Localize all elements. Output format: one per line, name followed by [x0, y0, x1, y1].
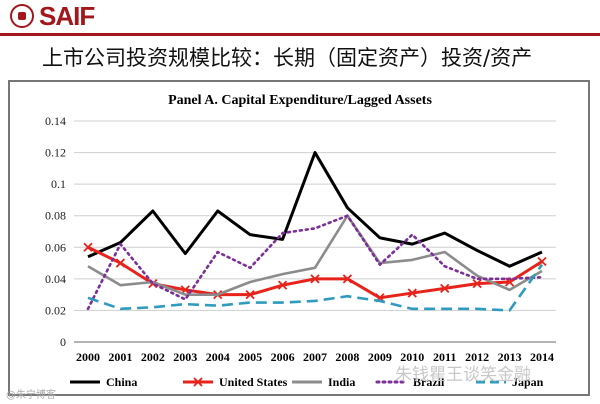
- x-tick-label: 2011: [433, 350, 456, 364]
- x-tick-label: 2010: [400, 350, 424, 364]
- x-tick-label: 2000: [76, 350, 100, 364]
- y-tick-label: 0.06: [45, 240, 66, 254]
- legend-label: China: [106, 375, 137, 389]
- series-line-brazil: [86, 214, 544, 311]
- legend-marker: [193, 377, 203, 387]
- chart-frame: [8, 80, 590, 396]
- x-tick-label: 2008: [335, 350, 359, 364]
- data-point-marker: [115, 258, 126, 268]
- y-tick-label: 0.04: [45, 272, 66, 286]
- logo-text: SAIF: [39, 1, 95, 31]
- legend-label: India: [328, 375, 355, 389]
- data-point-marker: [537, 256, 547, 267]
- x-tick-label: 2012: [465, 350, 489, 364]
- watermark-right: 朱钱瞿王谈笑金融: [395, 365, 531, 385]
- y-tick-label: 0.14: [45, 114, 66, 128]
- data-point-marker: [472, 278, 482, 289]
- chart-title: Panel A. Capital Expenditure/Lagged Asse…: [168, 93, 432, 108]
- slide-title: 上市公司投资规模比较：长期（固定资产）投资/资产: [42, 46, 533, 70]
- x-tick-label: 2004: [206, 350, 230, 364]
- series-line-india: [87, 214, 543, 296]
- data-point-marker: [504, 277, 515, 287]
- x-tick-label: 2007: [303, 350, 327, 364]
- data-point-marker: [407, 288, 417, 298]
- y-tick-label: 0.02: [45, 303, 66, 317]
- x-tick-label: 2005: [238, 350, 262, 364]
- x-tick-label: 2002: [141, 350, 165, 364]
- x-tick-label: 2014: [530, 350, 554, 364]
- data-point-marker: [83, 242, 93, 252]
- data-point-marker: [245, 290, 255, 300]
- watermark-left: @朱宁博客: [6, 390, 56, 401]
- header-band: [0, 0, 600, 34]
- data-point-marker: [277, 280, 288, 290]
- y-tick-label: 0.1: [51, 177, 66, 191]
- y-tick-label: 0.12: [45, 146, 66, 160]
- x-tick-label: 2006: [271, 350, 295, 364]
- series-line-japan: [87, 263, 544, 312]
- y-tick-label: 0: [60, 335, 66, 349]
- saif-seal-icon: [10, 4, 34, 28]
- legend-label: United States: [219, 375, 288, 389]
- data-point-marker: [310, 274, 320, 284]
- x-tick-label: 2003: [173, 350, 197, 364]
- legend-label: Brazil: [413, 375, 445, 389]
- x-tick-label: 2013: [498, 350, 522, 364]
- y-tick-label: 0.08: [45, 209, 66, 223]
- x-tick-label: 2009: [368, 350, 392, 364]
- data-point-marker: [440, 283, 450, 293]
- data-point-marker: [342, 274, 353, 284]
- header-divider: [0, 33, 600, 36]
- x-tick-label: 2001: [108, 350, 132, 364]
- legend-label: Japan: [512, 375, 544, 389]
- series-line-china: [87, 151, 543, 268]
